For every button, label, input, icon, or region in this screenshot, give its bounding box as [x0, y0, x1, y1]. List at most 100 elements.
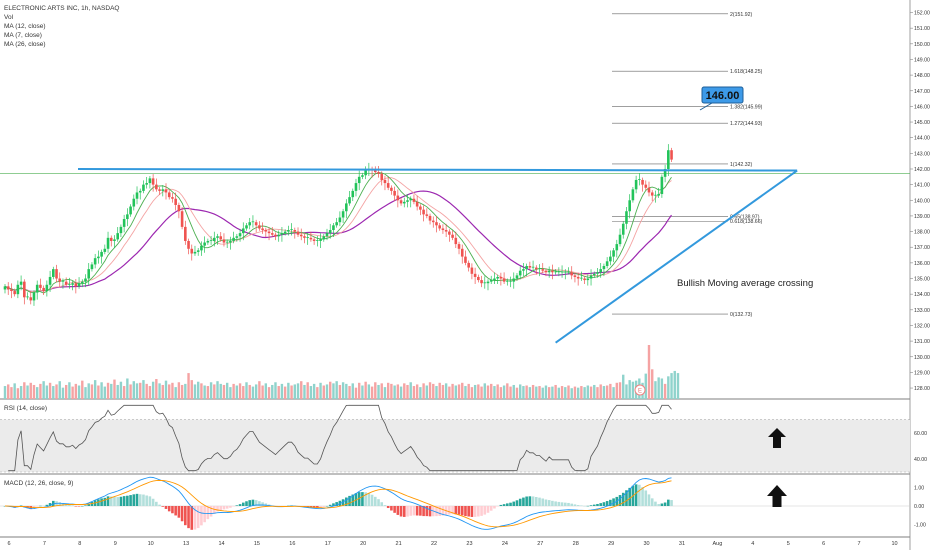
volume-bar — [615, 382, 618, 399]
candle-body — [435, 222, 438, 226]
macd-signal-line — [4, 480, 672, 528]
volume-bar — [367, 384, 371, 399]
volume-bar — [283, 386, 287, 399]
volume-bar — [303, 384, 306, 399]
candle-body — [528, 266, 532, 268]
volume-bar — [663, 383, 667, 399]
volume-bar — [274, 382, 277, 399]
candle-body — [316, 240, 319, 241]
macd-histogram-bar — [402, 506, 406, 517]
volume-bar — [3, 386, 7, 399]
macd-histogram-bar — [39, 505, 42, 507]
candle-body — [306, 237, 309, 238]
candle-body — [48, 276, 52, 285]
candle-body — [35, 284, 39, 293]
candle-body — [322, 236, 326, 240]
ma7-line — [4, 172, 672, 294]
macd-histogram-bar — [493, 506, 496, 509]
volume-bar — [464, 386, 467, 399]
volume-bar — [473, 384, 477, 399]
macd-histogram-bar — [647, 494, 651, 506]
macd-histogram-bar — [328, 504, 332, 506]
candle-body — [52, 269, 55, 277]
macd-histogram-bar — [409, 506, 413, 516]
candle-body — [663, 168, 667, 177]
rsi-line — [8, 404, 672, 472]
candle-body — [431, 220, 435, 223]
volume-bar — [576, 387, 580, 399]
volume-bar — [622, 374, 625, 399]
volume-bar — [222, 384, 226, 399]
macd-histogram-bar — [19, 505, 23, 506]
candle-body — [374, 170, 377, 173]
volume-bar — [251, 386, 255, 399]
candle-body — [560, 271, 564, 273]
volume-bar — [345, 383, 348, 399]
macd-histogram-bar — [126, 495, 129, 506]
volume-bar — [628, 380, 631, 399]
macd-histogram-bar — [84, 505, 87, 506]
macd-histogram-bar — [473, 506, 477, 517]
candle-body — [538, 268, 541, 270]
candle-body — [380, 173, 384, 180]
volume-bar — [538, 386, 541, 399]
earnings-letter: E — [638, 389, 642, 395]
candle-body — [106, 237, 110, 249]
volume-bar — [280, 383, 284, 399]
candle-body — [177, 204, 181, 212]
volume-bar — [596, 387, 599, 399]
volume-bar — [187, 373, 190, 399]
candle-body — [544, 270, 548, 273]
macd-histogram-bar — [486, 506, 490, 513]
candle-body — [145, 183, 148, 185]
volume-bar — [374, 382, 377, 399]
macd-histogram-bar — [357, 492, 361, 506]
volume-bar — [74, 383, 78, 399]
x-tick-label: 28 — [573, 541, 579, 547]
candle-body — [158, 189, 161, 191]
volume-bar — [90, 384, 94, 399]
candle-body — [464, 256, 467, 263]
macd-histogram-bar — [164, 506, 168, 509]
macd-histogram-bar — [660, 503, 664, 506]
macd-histogram-bar — [538, 497, 541, 506]
x-tick-label: 8 — [78, 541, 81, 547]
candle-body — [229, 240, 232, 243]
candle-body — [251, 221, 255, 223]
volume-bar — [415, 384, 419, 399]
volume-bar — [348, 386, 351, 399]
x-tick-label: 10 — [148, 541, 154, 547]
volume-bar — [7, 384, 10, 399]
volume-bar — [586, 385, 590, 399]
volume-bar — [254, 384, 258, 399]
trendline-layer — [77, 102, 798, 344]
macd-histogram-bar — [480, 506, 483, 516]
candle-body — [563, 271, 567, 273]
candle-body — [580, 277, 583, 279]
candle-body — [39, 284, 42, 288]
candle-body — [483, 282, 487, 284]
candle-body — [486, 281, 490, 284]
macd-histogram-bar — [335, 502, 338, 506]
axis-layer: 6 7 8 9 10 13 14 15 16 17 20 21 22 23 24 27 28 29 30 31 Aug 4… — [7, 11, 930, 547]
candle-body — [444, 230, 448, 232]
macd-histogram-bar — [663, 502, 667, 506]
macd-histogram-bar — [203, 506, 206, 523]
candle-body — [328, 230, 332, 234]
macd-histogram-bar — [596, 503, 599, 506]
volume-bar — [403, 383, 406, 399]
volume-bar — [406, 384, 409, 399]
macd-histogram-bar — [483, 506, 487, 515]
volume-bar — [23, 382, 26, 399]
candle-body — [489, 280, 493, 282]
volume-bar — [16, 388, 20, 399]
candle-body — [270, 233, 274, 235]
volume-bar — [531, 384, 535, 399]
candle-body — [293, 230, 297, 232]
volume-bar — [58, 381, 61, 399]
macd-histogram-bar — [634, 484, 638, 506]
candle-body — [13, 291, 16, 295]
volume-bar — [377, 384, 380, 399]
volume-bar — [245, 382, 248, 399]
macd-histogram-bar — [602, 502, 606, 506]
